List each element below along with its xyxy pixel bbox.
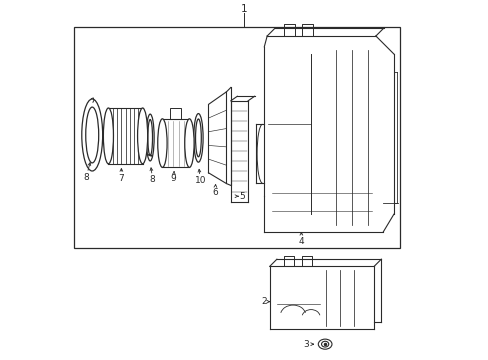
Text: 9: 9 — [170, 174, 176, 183]
Text: 2: 2 — [261, 297, 267, 306]
Text: 8: 8 — [83, 173, 89, 181]
Text: 8: 8 — [149, 175, 155, 184]
Text: 6: 6 — [212, 188, 218, 197]
Text: 10: 10 — [194, 176, 205, 185]
Bar — [74, 27, 399, 248]
Text: 7: 7 — [118, 174, 124, 183]
Ellipse shape — [158, 119, 167, 167]
Bar — [170, 108, 181, 119]
Ellipse shape — [137, 108, 147, 164]
Ellipse shape — [103, 108, 113, 164]
Text: 3: 3 — [302, 340, 308, 348]
Text: 5: 5 — [239, 192, 244, 201]
Ellipse shape — [184, 119, 194, 167]
Text: 4: 4 — [298, 237, 304, 246]
Text: 1: 1 — [240, 4, 246, 14]
